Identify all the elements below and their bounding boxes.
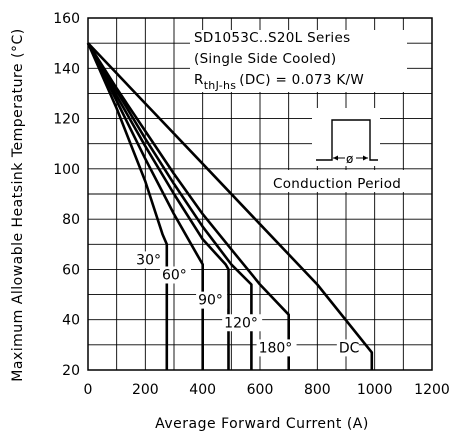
curve-180deg [86,42,290,370]
curve-60deg [86,42,204,370]
y-axis-title: Maximum Allowable Heatsink Temperature (… [10,28,26,381]
y-tick-label: 120 [53,112,80,128]
curve-label-bg [196,291,228,309]
x-tick-labels: 0 200 400 600 800 1000 1200 [84,382,450,398]
curve-30deg [86,42,169,370]
x-tick-label: 200 [132,382,159,398]
x-tick-label: 0 [84,382,93,398]
curve-label: 120° [224,315,258,331]
curve-label: DC [339,340,360,356]
y-tick-label: 160 [53,11,80,27]
curve-label-bg [336,339,359,357]
curves [86,42,374,370]
waveform-pulse [316,119,378,161]
y-tick-label: 20 [62,363,80,379]
curve-label-bg [159,266,191,284]
y-tick-labels: 20 40 60 80 100 120 140 160 [53,11,80,379]
curve-label: 60° [162,267,187,283]
y-tick-label: 100 [53,162,80,178]
y-tick-label: 40 [62,313,80,329]
y-tick-label: 80 [62,212,80,228]
curve-120deg [86,42,253,370]
conduction-inset: ø Conduction Period [270,108,418,192]
series-title: SD1053C..S20L Series [194,30,350,46]
curve-dc [87,42,374,370]
y-tick-label: 60 [62,262,80,278]
curve-90deg [86,42,230,370]
curve-label: 180° [259,340,293,356]
cooling-label: (Single Side Cooled) [194,51,336,67]
y-tick-label: 140 [53,61,80,77]
x-tick-label: 800 [304,382,331,398]
x-tick-label: 1000 [357,382,393,398]
rth-subscript: thJ-hs [204,79,237,92]
rth-label: RthJ-hs (DC) = 0.073 K/W [194,72,364,92]
x-axis-title: Average Forward Current (A) [155,416,369,432]
x-tick-label: 1200 [414,382,450,398]
rth-value: (DC) = 0.073 K/W [239,72,364,88]
curve-label-bg [134,251,166,269]
phi-symbol: ø [346,152,353,166]
curve-label: 90° [198,293,223,309]
curve-label: 30° [136,252,161,268]
phi-bg [345,151,356,165]
curve-label-bg [256,339,297,357]
conduction-label: Conduction Period [273,176,401,192]
x-tick-label: 400 [189,382,216,398]
x-tick-label: 600 [247,382,274,398]
curve-label-bg [222,314,263,332]
rth-symbol: R [194,72,204,88]
curve-labels: 30°60° 90°120°180° DC [134,251,360,357]
annotation-bg [190,30,407,92]
conduction-bg [270,170,418,192]
annotation-block: SD1053C..S20L Series (Single Side Cooled… [190,30,407,92]
plot-frame [87,17,433,371]
